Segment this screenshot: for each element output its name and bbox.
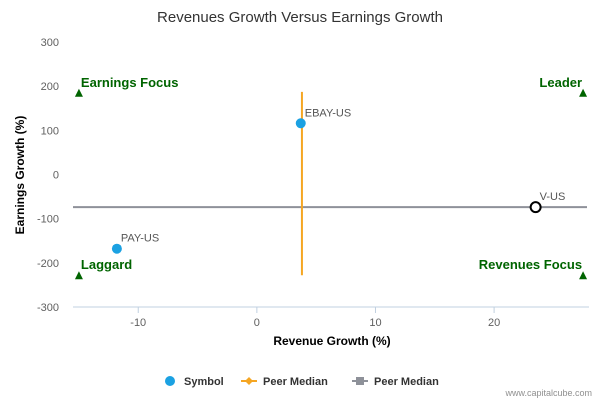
quadrant-marker-triangle <box>74 271 83 280</box>
y-tick-label: 200 <box>41 81 59 93</box>
legend-diamond-marker <box>245 377 253 385</box>
quadrant-marker-triangle <box>74 88 83 97</box>
credit-text: www.capitalcube.com <box>504 388 592 398</box>
legend-item-label: Peer Median <box>374 376 439 388</box>
legend-item-label: Symbol <box>184 376 224 388</box>
data-point <box>111 243 122 254</box>
x-axis-title: Revenue Growth (%) <box>273 334 390 348</box>
legend: Symbol Peer Median Peer Median <box>165 376 439 388</box>
y-tick-label: -100 <box>37 214 59 226</box>
quadrant-marker-triangle <box>579 88 588 97</box>
y-tick-label: -200 <box>37 258 59 270</box>
y-axis-title: Earnings Growth (%) <box>13 116 27 235</box>
data-point-label: EBAY-US <box>305 107 351 119</box>
chart-title: Revenues Growth Versus Earnings Growth <box>157 9 443 26</box>
legend-square-marker <box>356 377 364 385</box>
x-tick-label: 10 <box>369 317 381 329</box>
legend-symbol-marker <box>165 376 175 386</box>
y-tick-label: -300 <box>37 302 59 314</box>
y-tick-label: 0 <box>53 170 59 182</box>
quadrant-label: Revenues Focus <box>479 257 582 272</box>
quadrant-label: Leader <box>539 75 582 90</box>
x-tick-label: 20 <box>488 317 500 329</box>
data-point-label: PAY-US <box>121 233 159 245</box>
y-tick-label: 300 <box>41 37 59 49</box>
data-point <box>529 201 542 214</box>
x-tick-label: -10 <box>130 317 146 329</box>
data-point-label: V-US <box>540 191 566 203</box>
data-point <box>295 118 306 129</box>
quadrant-label: Laggard <box>81 257 132 272</box>
x-tick-label: 0 <box>254 317 260 329</box>
quadrant-label: Earnings Focus <box>81 75 179 90</box>
legend-item-label: Peer Median <box>263 376 328 388</box>
y-tick-label: 100 <box>41 125 59 137</box>
quadrant-marker-triangle <box>579 271 588 280</box>
